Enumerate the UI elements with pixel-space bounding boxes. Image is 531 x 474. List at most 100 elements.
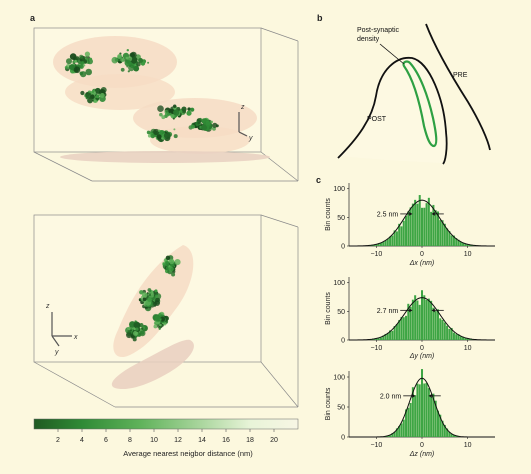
histogram-bar <box>405 315 408 340</box>
histogram-bar <box>430 396 433 437</box>
x-tick-label: 0 <box>420 442 424 449</box>
point <box>159 112 163 117</box>
histogram-dz: 0 50 100 −10 0 10 Δz (nm) Bin counts 2.0 nm <box>325 369 495 458</box>
histogram-bar <box>395 231 398 246</box>
histogram-bar <box>379 337 382 340</box>
point <box>74 59 77 63</box>
point <box>163 132 171 140</box>
point <box>147 288 152 292</box>
histogram-bar <box>373 338 376 340</box>
cloud-top <box>53 36 270 163</box>
axis-label-y-bottom: y <box>54 349 59 356</box>
y-axis-label: Bin counts <box>325 292 332 325</box>
histogram-bar <box>432 393 435 437</box>
histogram-bar <box>448 328 451 340</box>
histogram-bar <box>430 300 433 340</box>
histogram-bar <box>459 241 462 246</box>
psd-shape <box>402 60 438 148</box>
histogram-bar <box>432 307 435 340</box>
point <box>127 326 131 331</box>
point <box>212 126 216 131</box>
point <box>212 122 218 128</box>
point <box>130 51 137 59</box>
histogram-bar <box>427 197 430 246</box>
fwhm-arrowhead-right <box>431 308 435 313</box>
point <box>157 105 164 112</box>
psd-label-line2: density <box>357 36 380 43</box>
point <box>174 259 181 266</box>
axis-label-z-top: z <box>240 104 245 111</box>
histogram-bar <box>452 235 455 246</box>
histogram-bar <box>441 319 444 340</box>
histogram-bar <box>446 428 449 437</box>
histogram-bar <box>418 304 421 340</box>
x-tick-label: −10 <box>370 251 382 258</box>
point <box>171 272 176 277</box>
histogram-bar <box>414 199 417 246</box>
point <box>156 134 162 140</box>
histogram-bar <box>468 338 471 340</box>
point <box>173 104 177 108</box>
histogram-bar <box>400 423 403 437</box>
histogram-bar <box>395 324 398 340</box>
point <box>173 128 176 131</box>
point <box>99 93 105 98</box>
point <box>90 94 95 99</box>
point <box>133 321 141 329</box>
point <box>134 320 137 323</box>
histogram-bar <box>379 242 382 246</box>
colorbar-tick-label: 16 <box>222 437 230 444</box>
point <box>181 106 187 112</box>
histogram-bar <box>441 420 444 437</box>
x-tick-label: −10 <box>370 442 382 449</box>
histogram-dx: 0 50 100 −10 0 10 Δx (nm) Bin counts 2.5 nm <box>325 183 495 267</box>
point <box>127 70 130 73</box>
point <box>135 332 139 336</box>
histogram-bar <box>439 220 442 246</box>
point <box>170 113 175 118</box>
point <box>80 61 85 65</box>
point <box>162 262 166 266</box>
point <box>135 327 139 331</box>
histogram-bar <box>375 244 378 246</box>
point <box>201 124 208 131</box>
histogram-bar <box>398 320 401 340</box>
x-axis-label: Δy (nm) <box>409 353 435 360</box>
fwhm-arrowhead-right <box>431 211 435 216</box>
point <box>132 337 137 342</box>
point <box>210 120 213 124</box>
x-tick-label: 10 <box>464 442 472 449</box>
point <box>187 107 191 111</box>
histogram-bar <box>464 243 467 246</box>
panel-label-b: b <box>317 13 323 23</box>
x-tick-label: 0 <box>420 251 424 258</box>
histogram-bar <box>425 299 428 340</box>
histogram-bar <box>466 338 469 340</box>
point <box>153 128 160 136</box>
histogram-bar <box>414 295 417 340</box>
fit-curve <box>349 199 495 247</box>
histogram-bar <box>407 303 410 340</box>
y-axis-label: Bin counts <box>325 198 332 231</box>
point <box>130 329 132 332</box>
histogram-bar <box>418 195 421 246</box>
histogram-bar <box>407 407 410 437</box>
point <box>154 300 161 306</box>
point <box>75 56 80 60</box>
x-tick-label: 10 <box>464 251 472 258</box>
point <box>126 331 132 337</box>
fwhm-arrowhead-left <box>409 211 413 216</box>
histogram-bar <box>455 238 458 246</box>
histogram-bar <box>462 336 465 340</box>
fwhm-label: 2.5 nm <box>377 211 399 218</box>
histogram-bar <box>373 244 376 246</box>
point <box>159 323 162 327</box>
histogram-bar <box>462 242 465 246</box>
histogram-bar <box>466 244 469 246</box>
synapse-diagram <box>337 23 491 165</box>
point <box>169 258 175 265</box>
fit-curve <box>349 377 495 438</box>
fwhm-label: 2.7 nm <box>377 308 399 315</box>
histogram-bar <box>425 203 428 246</box>
histogram-bar <box>389 330 392 340</box>
